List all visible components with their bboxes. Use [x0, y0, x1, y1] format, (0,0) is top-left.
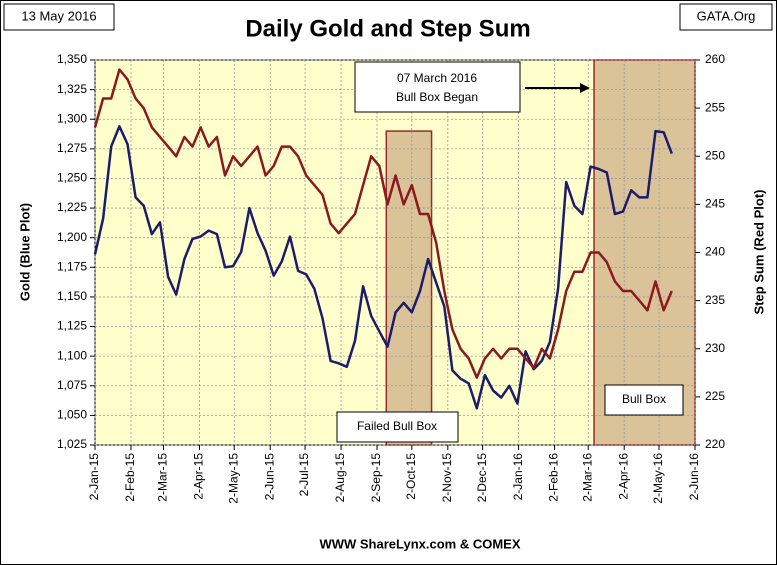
y-tick-label: 1,100	[57, 348, 87, 362]
date-label: 13 May 2016	[21, 8, 96, 23]
footer: WWW ShareLynx.com & COMEX	[319, 536, 520, 551]
lines	[93, 68, 673, 410]
x-tick-label: 2-Feb-15	[123, 453, 137, 502]
regions	[385, 59, 696, 446]
date-box	[3, 3, 115, 31]
y-tick-label: 1,050	[57, 408, 87, 422]
y-tick-label: 1,225	[57, 200, 87, 214]
region-label: Failed Bull Box	[357, 419, 437, 433]
y2-tick-label: 225	[705, 389, 725, 403]
arrow-head	[580, 83, 590, 93]
y-tick-label: 1,125	[57, 319, 87, 333]
series-line	[93, 125, 673, 410]
y-tick-label: 1,175	[57, 259, 87, 273]
y-tick-label: 1,200	[57, 230, 87, 244]
y2-tick-label: 255	[705, 100, 725, 114]
y2-tick-label: 250	[705, 148, 725, 162]
annotation-line: 07 March 2016	[397, 71, 477, 85]
y-tick-label: 1,150	[57, 289, 87, 303]
x-tick-label: 2-Jun-16	[687, 453, 701, 501]
x-tick-label: 2-Apr-16	[616, 453, 630, 500]
y2-axis-label: Step Sum (Red Plot)	[751, 190, 766, 315]
x-tick-label: 2-Aug-15	[333, 453, 347, 503]
y-tick-label: 1,350	[57, 52, 87, 66]
y-axis-label: Gold (Blue Plot)	[17, 203, 32, 301]
x-tick-label: 2-May-16	[651, 453, 665, 504]
region-label: Bull Box	[622, 392, 666, 406]
y2-tick-label: 240	[705, 245, 725, 259]
x-tick-label: 2-May-15	[226, 453, 240, 504]
y2-tick-label: 235	[705, 293, 725, 307]
y2-tick-label: 260	[705, 52, 725, 66]
region-box	[593, 59, 696, 446]
source-box	[679, 3, 773, 31]
y-tick-label: 1,275	[57, 141, 87, 155]
x-tick-label: 2-Jun-15	[262, 453, 276, 501]
y-tick-label: 1,025	[57, 437, 87, 451]
annotation-box	[354, 61, 521, 113]
x-tick-label: 2-Jan-16	[511, 453, 525, 501]
x-tick-label: 2-Dec-15	[475, 453, 489, 503]
region-label-box	[336, 411, 459, 443]
x-tick-label: 2-Jul-15	[297, 453, 311, 497]
series-line	[93, 68, 673, 379]
x-tick-label: 2-Feb-16	[547, 453, 561, 502]
x-tick-label: 2-Sep-15	[369, 453, 383, 503]
grid	[90, 59, 700, 450]
y2-tick-label: 230	[705, 341, 725, 355]
x-tick-label: 2-Oct-15	[404, 453, 418, 500]
x-tick-label: 2-Nov-15	[440, 453, 454, 503]
region-label-box	[604, 384, 684, 416]
y-tick-label: 1,325	[57, 82, 87, 96]
x-tick-label: 2-Mar-15	[156, 453, 170, 502]
y2-tick-label: 220	[705, 437, 725, 451]
y-tick-label: 1,075	[57, 378, 87, 392]
x-tick-label: 2-Jan-15	[87, 453, 101, 501]
chart-title: Daily Gold and Step Sum	[245, 15, 530, 42]
x-tick-label: 2-Mar-16	[580, 453, 594, 502]
y2-tick-label: 245	[705, 197, 725, 211]
y-tick-label: 1,300	[57, 111, 87, 125]
y-tick-label: 1,250	[57, 171, 87, 185]
x-tick-label: 2-Apr-15	[192, 453, 206, 500]
annotation-line: Bull Box Began	[396, 90, 478, 104]
source-label: GATA.Org	[697, 8, 756, 23]
